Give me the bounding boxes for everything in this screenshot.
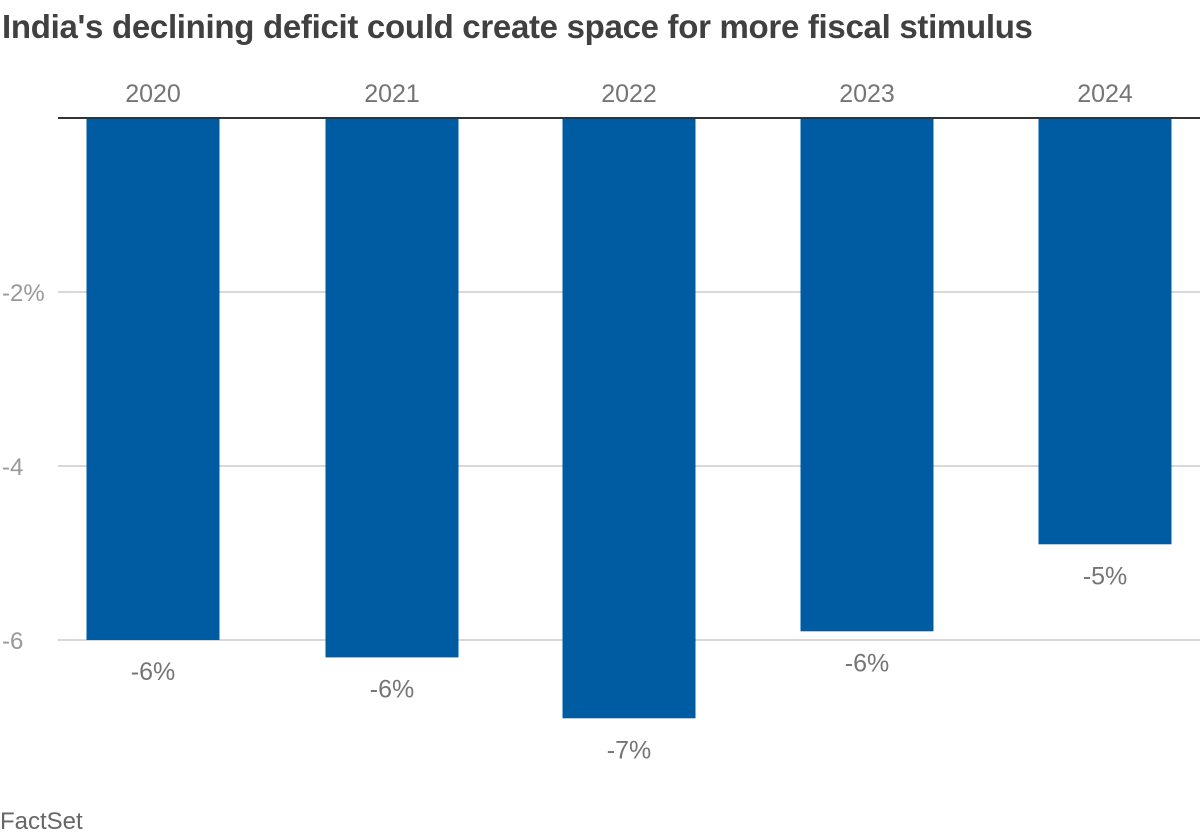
x-tick-label: 2024	[1077, 80, 1133, 108]
x-tick-label: 2023	[839, 80, 895, 108]
bar	[1038, 118, 1172, 545]
y-tick-label: -6	[2, 628, 23, 655]
x-tick-label: 2022	[601, 80, 657, 108]
chart-title: India's declining deficit could create s…	[2, 8, 1033, 45]
y-tick-label: -4	[2, 454, 23, 481]
data-label: -6%	[131, 658, 175, 686]
bar	[325, 118, 459, 658]
bar	[562, 118, 696, 719]
data-label: -5%	[1083, 562, 1127, 590]
x-tick-label: 2020	[125, 80, 181, 108]
source-label: FactSet	[0, 808, 83, 835]
x-tick-label: 2021	[364, 80, 420, 108]
data-label: -6%	[370, 675, 414, 703]
y-tick-label: -2%	[2, 280, 45, 307]
bar	[86, 118, 220, 640]
data-label: -7%	[607, 736, 651, 764]
data-label: -6%	[845, 649, 889, 677]
bar	[800, 118, 934, 632]
